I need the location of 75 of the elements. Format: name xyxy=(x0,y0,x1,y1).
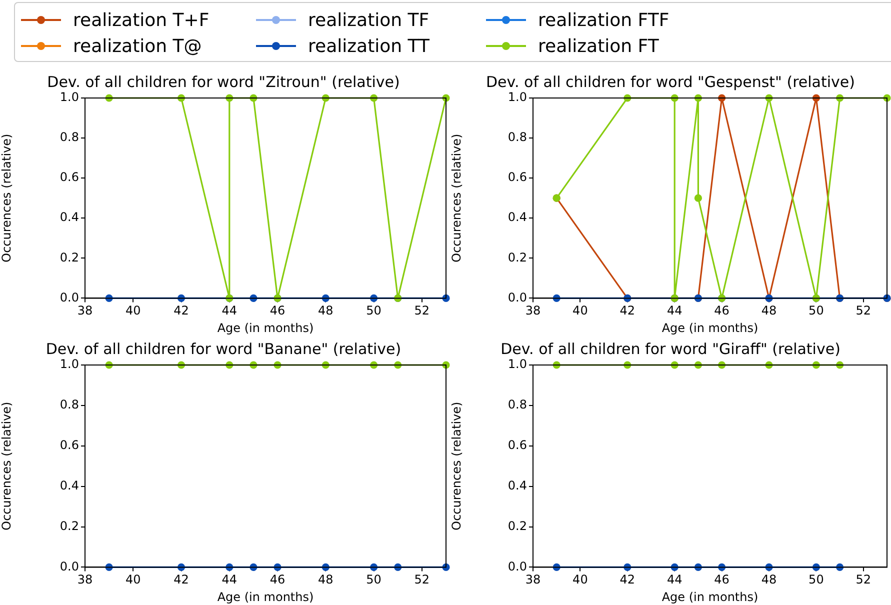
chart-title: Dev. of all children for word "Gespenst" (relative) xyxy=(486,72,856,91)
x-tick-label: 52 xyxy=(414,572,430,587)
chart-title: Dev. of all children for word "Banane" (relative) xyxy=(46,340,402,358)
x-tick-label: 46 xyxy=(714,572,730,587)
chart-title: Dev. of all children for word "Zitroun" (relative) xyxy=(47,72,400,91)
y-tick-label: 0.6 xyxy=(508,170,527,184)
y-tick-label: 0.0 xyxy=(60,559,79,574)
x-axis-title: Age (in months) xyxy=(217,320,314,335)
x-tick-label: 42 xyxy=(620,572,636,587)
x-tick-label: 50 xyxy=(808,572,824,587)
x-tick-label: 42 xyxy=(620,304,636,318)
y-axis-title: Occurences (relative) xyxy=(0,402,14,530)
y-tick-label: 1.0 xyxy=(60,357,79,372)
x-tick-label: 38 xyxy=(77,572,93,587)
y-tick-label: 0.0 xyxy=(508,290,527,304)
y-axis-title: Occurences (relative) xyxy=(449,402,464,530)
x-tick-label: 46 xyxy=(270,572,286,587)
x-tick-label: 52 xyxy=(414,304,430,318)
y-tick-label: 0.6 xyxy=(60,170,79,184)
x-tick-label: 44 xyxy=(222,572,238,587)
y-tick-label: 1.0 xyxy=(508,357,527,372)
legend-label: realization FT xyxy=(538,36,659,56)
y-tick-label: 0.6 xyxy=(508,438,527,452)
x-tick-label: 50 xyxy=(366,572,382,587)
y-tick-label: 0.8 xyxy=(60,130,79,144)
y-axis-title: Occurences (relative) xyxy=(0,134,14,262)
y-tick-label: 0.0 xyxy=(508,559,527,574)
y-tick-label: 0.2 xyxy=(508,250,527,264)
x-tick-label: 44 xyxy=(666,572,682,587)
y-tick-label: 0.2 xyxy=(60,250,79,264)
y-tick-label: 0.0 xyxy=(60,290,79,304)
legend-label: realization T@ xyxy=(73,36,202,56)
y-tick-label: 0.8 xyxy=(508,398,527,412)
y-tick-label: 0.8 xyxy=(508,130,527,144)
y-tick-label: 0.4 xyxy=(508,478,527,492)
legend-label: realization FTF xyxy=(538,10,670,30)
x-tick-label: 42 xyxy=(174,572,189,587)
x-tick-label: 52 xyxy=(856,572,872,587)
x-axis-title: Age (in months) xyxy=(662,590,758,604)
x-tick-label: 38 xyxy=(525,304,541,318)
x-tick-label: 46 xyxy=(270,304,286,318)
x-tick-label: 50 xyxy=(808,304,824,318)
y-tick-label: 0.2 xyxy=(60,518,79,533)
x-tick-label: 44 xyxy=(666,304,682,318)
y-axis-title: Occurences (relative) xyxy=(449,134,464,262)
x-tick-label: 44 xyxy=(222,304,238,318)
point xyxy=(694,194,702,202)
x-tick-label: 40 xyxy=(572,572,588,587)
x-tick-label: 40 xyxy=(572,304,588,318)
x-tick-label: 48 xyxy=(318,572,334,587)
y-tick-label: 0.8 xyxy=(60,398,79,412)
x-tick-label: 40 xyxy=(125,572,141,587)
x-tick-label: 48 xyxy=(318,304,334,318)
y-tick-label: 1.0 xyxy=(60,90,79,104)
x-axis-title: Age (in months) xyxy=(217,590,314,604)
x-axis-title: Age (in months) xyxy=(662,320,758,335)
x-tick-label: 48 xyxy=(761,572,777,587)
y-tick-label: 0.4 xyxy=(60,210,79,224)
y-tick-label: 0.4 xyxy=(60,478,79,492)
y-tick-label: 0.2 xyxy=(508,518,527,533)
x-tick-label: 52 xyxy=(856,304,872,318)
x-tick-label: 46 xyxy=(714,304,730,318)
y-tick-label: 1.0 xyxy=(508,90,527,104)
legend-label: realization T+F xyxy=(73,10,210,30)
x-tick-label: 48 xyxy=(761,304,777,318)
x-tick-label: 40 xyxy=(125,304,141,318)
x-tick-label: 38 xyxy=(77,304,93,318)
legend-label: realization TT xyxy=(308,36,430,56)
y-tick-label: 0.6 xyxy=(60,438,79,452)
x-tick-label: 50 xyxy=(366,304,382,318)
x-tick-label: 42 xyxy=(174,304,189,318)
y-tick-label: 0.4 xyxy=(508,210,527,224)
legend-label: realization TF xyxy=(308,10,430,30)
x-tick-label: 38 xyxy=(525,572,541,587)
chart-title: Dev. of all children for word "Giraff" (relative) xyxy=(500,340,840,358)
